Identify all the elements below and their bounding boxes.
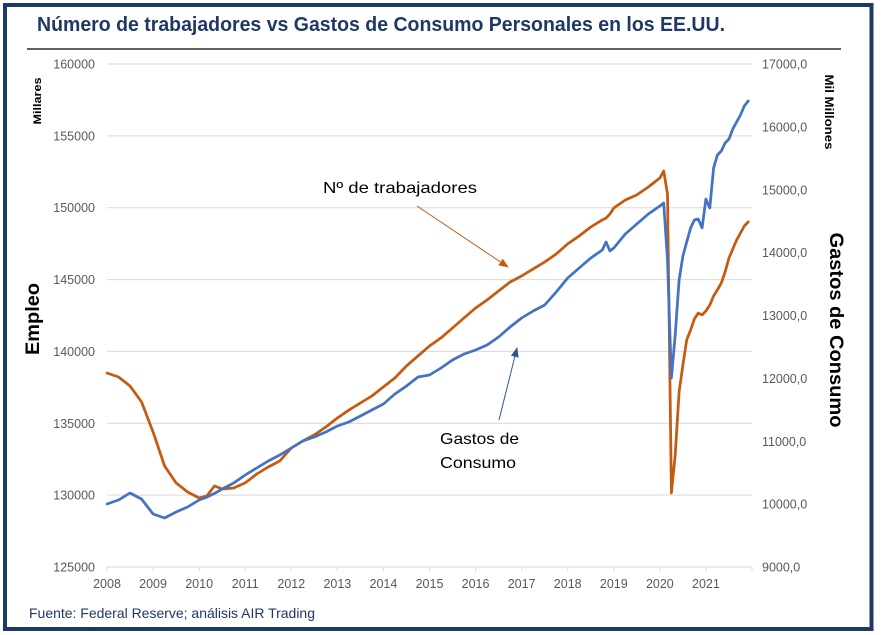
left-y-tick-label: 130000	[53, 489, 95, 503]
gridlines	[107, 63, 752, 568]
left-y-tick-label: 155000	[53, 129, 95, 143]
left-y-tick-label: 135000	[53, 417, 95, 431]
employment-annotation-label: Nº de trabajadores	[323, 180, 477, 197]
series-lines	[105, 99, 750, 520]
right-axis-title: Gastos de Consumo	[825, 233, 846, 428]
consumption-annotation-label-line2: Consumo	[440, 455, 516, 472]
left-axis-title: Empleo	[23, 283, 44, 355]
right-axis-unit-label: Mil Millones	[822, 75, 836, 150]
consumption-annotation-label-line1: Gastos de	[440, 431, 519, 448]
x-tick-label: 2008	[93, 577, 121, 591]
employment-series-line	[105, 169, 750, 500]
x-tick-label: 2011	[232, 577, 259, 591]
x-tick-label: 2015	[416, 577, 444, 591]
x-tick-label: 2017	[508, 577, 536, 591]
left-y-tick-label: 145000	[53, 273, 95, 287]
left-y-axis: 125000 130000 135000 140000 145000 150000 1550…	[53, 58, 95, 575]
left-y-tick-label: 125000	[53, 561, 95, 575]
chart-title: Número de trabajadores vs Gastos de Cons…	[37, 14, 725, 36]
x-tick-label: 2016	[462, 577, 490, 591]
right-y-tick-label: 11000,0	[762, 435, 806, 449]
left-y-tick-label: 150000	[53, 201, 95, 215]
right-y-tick-label: 15000,0	[762, 183, 807, 197]
left-axis-unit-label: Millares	[32, 78, 44, 125]
x-tick-label: 2014	[370, 577, 398, 591]
left-y-tick-label: 140000	[53, 345, 95, 359]
right-y-tick-label: 10000,0	[762, 498, 807, 512]
x-tick-label: 2019	[600, 577, 628, 591]
right-y-tick-label: 12000,0	[762, 372, 807, 386]
x-tick-label: 2010	[185, 577, 213, 591]
consumption-annotation-arrow	[498, 347, 519, 421]
right-y-tick-label: 16000,0	[762, 120, 807, 134]
consumption-series-line	[105, 99, 750, 520]
x-tick-label: 2020	[646, 577, 674, 591]
x-tick-label: 2021	[692, 577, 720, 591]
x-tick-label: 2012	[277, 577, 305, 591]
chart-frame	[3, 3, 874, 631]
x-axis: 2008 2009 2010 2011 2012 2013 2014 2015 2016 2017…	[93, 567, 753, 591]
left-y-tick-label: 160000	[53, 58, 95, 72]
right-y-tick-label: 14000,0	[762, 246, 807, 260]
right-y-axis: 9000,0 10000,0 11000,0 12000,0 13000,0 14000,…	[762, 58, 807, 575]
source-footnote: Fuente: Federal Reserve; análisis AIR Tr…	[29, 605, 315, 621]
right-y-tick-label: 17000,0	[762, 58, 807, 72]
right-y-tick-label: 9000,0	[762, 561, 800, 575]
employment-annotation-arrow	[416, 205, 509, 268]
right-y-tick-label: 13000,0	[762, 309, 807, 323]
x-tick-label: 2013	[323, 577, 351, 591]
x-tick-label: 2018	[554, 577, 582, 591]
x-tick-label: 2009	[139, 577, 167, 591]
